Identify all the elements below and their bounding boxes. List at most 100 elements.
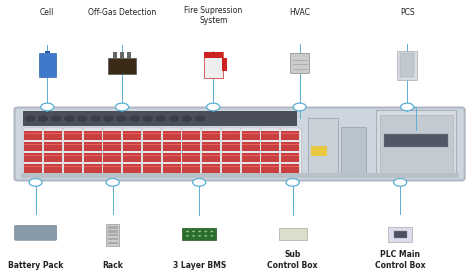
Bar	[281, 153, 299, 162]
Bar	[202, 127, 220, 175]
Bar	[281, 164, 299, 173]
Circle shape	[130, 116, 139, 121]
Bar	[242, 133, 260, 134]
Circle shape	[192, 231, 195, 232]
Bar	[103, 164, 121, 173]
Bar	[241, 127, 260, 175]
Bar	[45, 51, 50, 53]
Circle shape	[41, 103, 54, 111]
Bar	[202, 142, 220, 151]
Bar	[44, 144, 62, 145]
Circle shape	[198, 235, 201, 237]
Bar	[83, 164, 101, 173]
Bar	[123, 153, 141, 162]
Bar	[24, 133, 42, 134]
Circle shape	[195, 116, 205, 121]
Bar	[123, 144, 141, 145]
Bar	[44, 164, 62, 173]
Bar	[143, 164, 161, 173]
Bar	[279, 228, 307, 240]
Bar	[262, 144, 279, 145]
Bar	[222, 166, 240, 167]
Bar	[222, 133, 240, 134]
Bar	[103, 133, 121, 134]
Bar	[202, 144, 220, 145]
Circle shape	[38, 116, 48, 121]
Circle shape	[91, 116, 100, 121]
Text: PLC Main
Control Box: PLC Main Control Box	[375, 250, 425, 270]
Bar	[103, 131, 121, 140]
Bar	[202, 164, 220, 173]
Bar	[182, 155, 201, 156]
Bar	[163, 153, 181, 162]
Bar	[182, 153, 201, 162]
Bar	[222, 155, 240, 156]
Bar	[44, 133, 62, 134]
Bar	[182, 166, 201, 167]
FancyBboxPatch shape	[15, 107, 465, 180]
Bar	[281, 131, 299, 140]
Bar	[23, 111, 297, 126]
Bar	[83, 144, 101, 145]
Bar	[103, 155, 121, 156]
Bar	[103, 142, 121, 151]
Text: Battery Pack: Battery Pack	[8, 261, 63, 270]
Bar	[182, 228, 216, 240]
Bar	[400, 53, 414, 77]
Bar	[83, 153, 101, 162]
Bar	[24, 142, 42, 151]
Bar	[24, 144, 42, 145]
Bar	[262, 164, 279, 173]
Bar	[222, 164, 240, 173]
Bar	[281, 127, 300, 175]
Text: PCS: PCS	[400, 8, 414, 17]
Bar	[64, 153, 82, 162]
Bar	[64, 144, 82, 145]
Bar	[397, 51, 418, 79]
Bar	[44, 153, 62, 162]
Bar	[64, 131, 82, 140]
Bar	[108, 230, 118, 233]
Bar	[163, 155, 181, 156]
Circle shape	[52, 116, 61, 121]
Bar	[182, 164, 201, 173]
Bar	[83, 166, 101, 167]
Circle shape	[210, 235, 213, 237]
Bar	[123, 142, 141, 151]
Bar	[64, 166, 82, 167]
Bar	[83, 142, 101, 151]
Bar	[143, 144, 161, 145]
Bar	[123, 164, 141, 173]
Bar	[261, 127, 280, 175]
Text: Off-Gas Detection: Off-Gas Detection	[88, 8, 156, 17]
Bar	[143, 166, 161, 167]
Bar	[162, 127, 181, 175]
Bar	[163, 166, 181, 167]
Bar	[384, 134, 448, 147]
Circle shape	[401, 103, 414, 111]
Bar	[127, 52, 131, 58]
Bar	[143, 131, 161, 140]
Circle shape	[25, 116, 35, 121]
Circle shape	[29, 179, 42, 186]
Bar	[202, 133, 220, 134]
Bar	[103, 127, 122, 175]
Text: HVAC: HVAC	[289, 8, 310, 17]
Bar	[83, 133, 101, 134]
Bar	[44, 166, 62, 167]
Bar	[103, 166, 121, 167]
Text: Sub
Control Box: Sub Control Box	[267, 250, 318, 270]
Bar	[24, 164, 42, 173]
Bar	[64, 142, 82, 151]
Bar	[108, 238, 118, 240]
Bar	[290, 53, 309, 73]
Bar	[44, 131, 62, 140]
Circle shape	[286, 179, 299, 186]
Bar	[262, 166, 279, 167]
Circle shape	[192, 179, 206, 186]
Circle shape	[186, 231, 189, 232]
Bar	[103, 144, 121, 145]
Bar	[388, 227, 412, 242]
Bar	[106, 224, 119, 246]
Bar	[44, 142, 62, 151]
